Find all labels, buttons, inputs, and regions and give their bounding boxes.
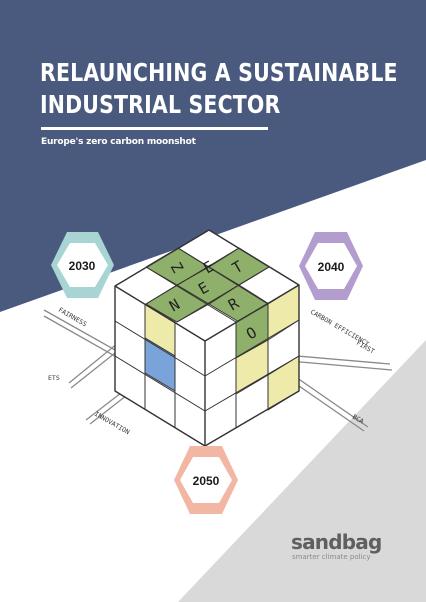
- logo-wordmark: sandbag: [291, 530, 382, 554]
- innovation-label: INNOVATION: [93, 410, 131, 437]
- year-2040: 2040: [318, 260, 345, 274]
- cover-title: RELAUNCHING A SUSTAINABLE INDUSTRIAL SEC…: [40, 57, 398, 121]
- cube-outline: [114, 229, 300, 447]
- title-underline: [41, 127, 268, 130]
- logo-tagline: smarter climate policy: [292, 553, 371, 561]
- sandbag-logo: sandbag smarter climate policy: [291, 531, 391, 561]
- ets-label: ETS: [48, 374, 60, 382]
- year-2030: 2030: [69, 259, 96, 273]
- grey-band: [178, 340, 426, 602]
- right-grid: [204, 304, 300, 428]
- year-2050: 2050: [193, 474, 220, 488]
- left-grid: [114, 304, 206, 428]
- title-line-1: RELAUNCHING A SUSTAINABLE: [40, 58, 398, 87]
- title-line-2: INDUSTRIAL SECTOR: [40, 90, 281, 119]
- hexagon-2050: 2050: [174, 446, 238, 514]
- cover-subtitle: Europe's zero carbon moonshot: [41, 137, 196, 147]
- navy-band: [0, 0, 426, 312]
- top-grid: [145, 247, 270, 323]
- cube: [114, 229, 300, 447]
- hexagon-2030: 2030: [51, 232, 114, 298]
- hexagon-2040: 2040: [299, 232, 363, 300]
- fairness-label: FAIRNESS: [57, 306, 88, 329]
